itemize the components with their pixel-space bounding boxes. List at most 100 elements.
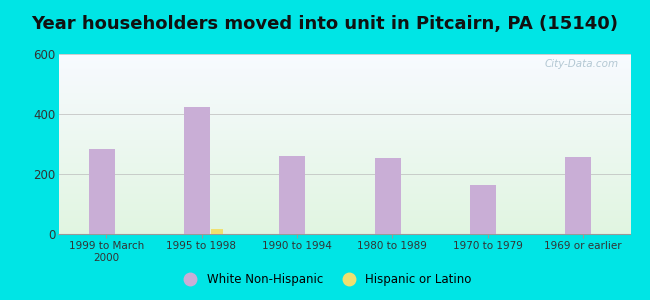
- Bar: [58, 231, 630, 232]
- Bar: [58, 121, 630, 122]
- Bar: [58, 157, 630, 158]
- Bar: [58, 168, 630, 169]
- Bar: [58, 183, 630, 184]
- Bar: [58, 82, 630, 83]
- Legend: White Non-Hispanic, Hispanic or Latino: White Non-Hispanic, Hispanic or Latino: [174, 269, 476, 291]
- Bar: [58, 233, 630, 234]
- Bar: [58, 229, 630, 230]
- Bar: [58, 61, 630, 62]
- Bar: [58, 218, 630, 219]
- Bar: [58, 204, 630, 205]
- Bar: [58, 71, 630, 72]
- Bar: [58, 126, 630, 127]
- Bar: [58, 180, 630, 181]
- Bar: [58, 132, 630, 133]
- Bar: [58, 127, 630, 128]
- Text: City-Data.com: City-Data.com: [545, 59, 619, 69]
- Bar: [58, 220, 630, 221]
- Bar: [58, 198, 630, 199]
- Bar: [58, 200, 630, 201]
- Bar: [58, 54, 630, 55]
- Bar: [58, 178, 630, 179]
- Bar: [58, 144, 630, 145]
- Bar: [58, 186, 630, 187]
- Bar: [58, 91, 630, 92]
- Bar: [58, 149, 630, 150]
- Bar: [58, 70, 630, 71]
- Bar: [58, 228, 630, 229]
- Bar: [58, 165, 630, 166]
- Bar: [58, 59, 630, 60]
- Bar: [58, 147, 630, 148]
- Bar: [58, 66, 630, 67]
- Bar: [58, 87, 630, 88]
- Bar: [58, 85, 630, 86]
- Bar: [58, 158, 630, 159]
- Bar: [58, 123, 630, 124]
- Bar: [58, 170, 630, 171]
- Bar: [58, 152, 630, 153]
- Bar: [58, 119, 630, 120]
- Bar: [280, 156, 306, 234]
- Bar: [58, 222, 630, 223]
- Bar: [58, 60, 630, 61]
- Bar: [58, 99, 630, 100]
- Bar: [58, 73, 630, 74]
- Bar: [58, 151, 630, 152]
- Bar: [58, 74, 630, 75]
- Bar: [58, 213, 630, 214]
- Bar: [58, 155, 630, 156]
- Bar: [58, 86, 630, 87]
- Bar: [58, 159, 630, 160]
- Bar: [58, 162, 630, 163]
- Bar: [58, 194, 630, 195]
- Bar: [58, 196, 630, 197]
- Bar: [58, 117, 630, 118]
- Bar: [58, 221, 630, 222]
- Bar: [58, 102, 630, 103]
- Bar: [58, 177, 630, 178]
- Bar: [58, 214, 630, 215]
- Bar: [58, 94, 630, 95]
- Bar: [58, 217, 630, 218]
- Bar: [58, 88, 630, 89]
- Bar: [58, 171, 630, 172]
- Bar: [58, 179, 630, 180]
- Bar: [58, 187, 630, 188]
- Bar: [58, 201, 630, 202]
- Bar: [58, 191, 630, 192]
- Bar: [58, 106, 630, 107]
- Bar: [58, 199, 630, 200]
- Bar: [58, 93, 630, 94]
- Bar: [58, 185, 630, 186]
- Bar: [58, 142, 630, 143]
- Bar: [58, 216, 630, 217]
- Bar: [58, 58, 630, 59]
- Bar: [58, 176, 630, 177]
- Bar: [58, 135, 630, 136]
- Bar: [58, 156, 630, 157]
- Bar: [58, 223, 630, 224]
- Bar: [58, 110, 630, 111]
- Bar: [58, 153, 630, 154]
- Bar: [58, 90, 630, 91]
- Bar: [58, 137, 630, 138]
- Bar: [58, 109, 630, 110]
- Bar: [184, 106, 210, 234]
- Bar: [58, 219, 630, 220]
- Bar: [58, 209, 630, 210]
- Bar: [58, 68, 630, 69]
- Bar: [58, 150, 630, 151]
- Bar: [58, 122, 630, 123]
- Bar: [58, 63, 630, 64]
- Bar: [58, 197, 630, 198]
- Bar: [58, 203, 630, 204]
- Bar: [58, 146, 630, 147]
- Bar: [58, 118, 630, 119]
- Bar: [58, 133, 630, 134]
- Bar: [58, 128, 630, 129]
- Bar: [58, 97, 630, 98]
- Bar: [58, 57, 630, 58]
- Bar: [58, 64, 630, 65]
- Bar: [58, 226, 630, 227]
